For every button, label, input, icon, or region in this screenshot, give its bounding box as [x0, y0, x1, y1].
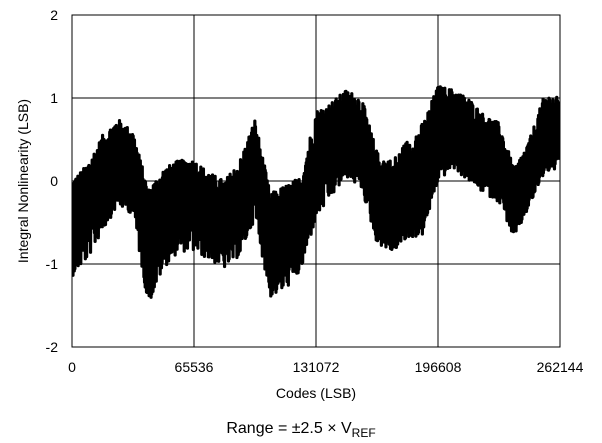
y-tick-label: 1	[50, 90, 58, 106]
inl-series-line	[72, 85, 560, 299]
x-tick-label: 262144	[537, 359, 584, 375]
x-tick-label: 131072	[293, 359, 340, 375]
y-tick-label: -1	[46, 256, 59, 272]
range-condition-label: Range = ±2.5 × VREF	[226, 420, 375, 440]
y-tick-label: -2	[46, 339, 59, 355]
x-tick-label: 196608	[415, 359, 462, 375]
y-axis-label: Integral Nonlinearity (LSB)	[15, 99, 31, 263]
y-tick-label: 2	[50, 7, 58, 23]
data-series	[72, 85, 560, 299]
y-tick-label: 0	[50, 173, 58, 189]
tick-labels: 2 1 0 -1 -2 0 65536 131072 196608 262144	[46, 7, 584, 375]
range-condition-text: Range = ±2.5 × V	[226, 420, 352, 437]
range-condition-subscript: REF	[352, 426, 376, 440]
x-tick-label: 0	[68, 359, 76, 375]
x-tick-label: 65536	[175, 359, 214, 375]
x-axis-label: Codes (LSB)	[276, 385, 356, 401]
